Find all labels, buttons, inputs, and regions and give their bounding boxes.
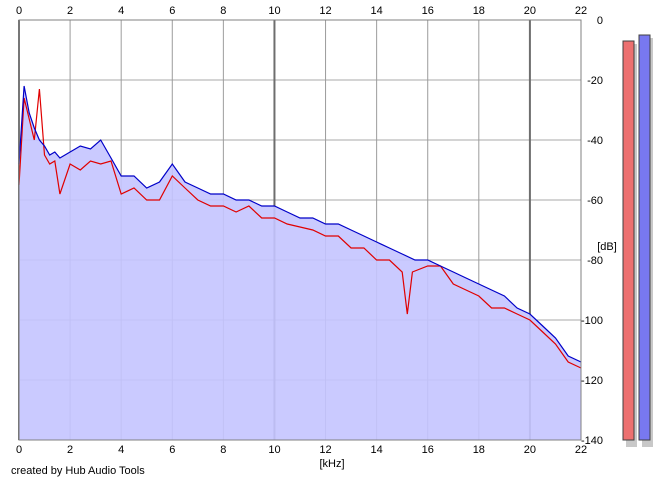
y-tick-label: -100 — [581, 315, 603, 327]
x-tick-label-bottom: 22 — [575, 444, 587, 456]
spectrum-area — [19, 86, 581, 440]
series-line-2 — [18, 85, 582, 363]
x-tick-label-top: 2 — [67, 5, 73, 17]
series-line-1 — [18, 88, 582, 369]
x-tick-label-bottom: 6 — [169, 444, 175, 456]
x-tick-label-top: 22 — [575, 5, 587, 17]
y-tick-label: -60 — [587, 195, 603, 207]
y-tick-label: -120 — [581, 375, 603, 387]
y-tick-label: -80 — [587, 255, 603, 267]
x-tick-label-top: 8 — [220, 5, 226, 17]
x-tick-label-bottom: 20 — [524, 444, 536, 456]
level-meters — [622, 34, 653, 447]
y-tick-label: -20 — [587, 75, 603, 87]
x-tick-label-top: 14 — [371, 5, 383, 17]
x-tick-label-top: 4 — [118, 5, 124, 17]
x-tick-label-top: 6 — [169, 5, 175, 17]
level-meter-1 — [622, 40, 635, 441]
x-tick-label-top: 20 — [524, 5, 536, 17]
x-ticks-bottom: 0 2 4 6 8 10 12 14 16 18 20 22 — [16, 444, 587, 456]
level-meter-2 — [638, 34, 651, 441]
x-axis-label: [kHz] — [319, 458, 344, 470]
x-tick-label-top: 0 — [16, 5, 22, 17]
plot-border — [18, 19, 582, 441]
x-tick-label-bottom: 14 — [371, 444, 383, 456]
x-tick-label-bottom: 18 — [473, 444, 485, 456]
x-tick-label-bottom: 10 — [268, 444, 280, 456]
x-ticks-top: 0 2 4 6 8 10 12 14 16 18 20 22 — [16, 5, 587, 17]
x-tick-label-top: 16 — [422, 5, 434, 17]
x-tick-label-top: 18 — [473, 5, 485, 17]
plot-frame — [18, 19, 582, 441]
x-tick-label-bottom: 12 — [319, 444, 331, 456]
x-tick-label-top: 12 — [319, 5, 331, 17]
x-tick-label-bottom: 4 — [118, 444, 124, 456]
y-ticks: 0 -20 -40 -60 -80 -100 -120 -140 — [581, 15, 603, 447]
credit-text: created by Hub Audio Tools — [11, 465, 145, 477]
y-axis-label: [dB] — [597, 241, 617, 253]
x-tick-label-bottom: 2 — [67, 444, 73, 456]
y-tick-label: 0 — [597, 15, 603, 27]
y-tick-label: -140 — [581, 435, 603, 447]
y-tick-label: -40 — [587, 135, 603, 147]
x-tick-label-bottom: 8 — [220, 444, 226, 456]
x-tick-label-bottom: 0 — [16, 444, 22, 456]
x-tick-label-bottom: 16 — [422, 444, 434, 456]
series-lines — [18, 85, 582, 369]
x-tick-label-top: 10 — [268, 5, 280, 17]
spectrum-fill — [19, 86, 581, 440]
